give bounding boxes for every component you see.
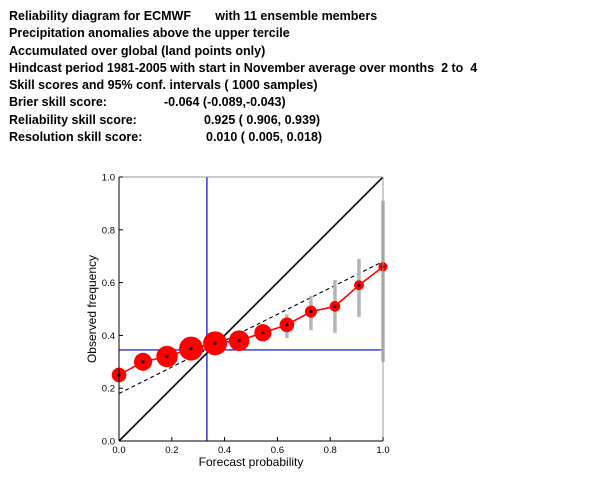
x-tick-label: 1.0 <box>376 445 389 456</box>
reliability-curve <box>111 262 388 383</box>
reliability-point-center <box>333 304 337 308</box>
title-line-4: Hindcast period 1981-2005 with start in … <box>9 60 478 75</box>
perfect-reliability-line <box>118 176 384 442</box>
brier-score-value: -0.064 (-0.089,-0.043) <box>164 95 286 110</box>
title-line-1: Reliability diagram for ECMWF with 11 en… <box>9 9 378 23</box>
reliability-point-center <box>141 360 145 364</box>
reliability-point-center <box>213 341 217 345</box>
x-axis-label: Forecast probability <box>199 455 304 469</box>
reference-lines <box>118 176 384 442</box>
reliability-point-center <box>309 310 313 314</box>
x-tick-label: 0.2 <box>165 445 178 456</box>
x-tick-label: 0.0 <box>112 445 125 456</box>
x-tick-label: 0.6 <box>271 445 284 456</box>
title-line-2: Precipitation anomalies above the upper … <box>9 26 290 41</box>
y-tick-label: 0.0 <box>102 437 115 448</box>
title-line-5: Skill scores and 95% conf. intervals ( 1… <box>9 78 318 93</box>
reliability-point-center <box>285 323 289 327</box>
reliability-point-center <box>189 347 193 351</box>
title-line-3: Accumulated over global (land points onl… <box>9 43 266 58</box>
plot-frame <box>118 176 384 442</box>
reliability-score-label: Reliability skill score: <box>9 112 137 127</box>
x-tick-label: 0.8 <box>324 445 337 456</box>
resolution-score-value: 0.010 ( 0.005, 0.018) <box>206 130 323 145</box>
y-tick-label: 0.8 <box>102 225 115 236</box>
axes: 0.0 0.2 0.4 0.6 0.8 1.0 0.0 0.2 0.4 0.6 0.8 1.0 Fore… <box>85 173 390 470</box>
y-tick-label: 0.2 <box>102 384 115 395</box>
reliability-score-row: Reliability skill score: 0.925 ( 0.906, 0… <box>9 112 477 129</box>
reliability-point-center <box>357 283 361 287</box>
reliability-point-center <box>165 355 169 359</box>
y-tick-label: 0.6 <box>102 278 115 289</box>
brier-score-row: Brier skill score: -0.064 (-0.089,-0.043) <box>9 94 477 111</box>
reliability-point-center <box>261 331 265 335</box>
resolution-score-row: Resolution skill score: 0.010 ( 0.005, 0.… <box>9 129 477 146</box>
regression-dashed-line <box>118 260 384 394</box>
reliability-point-center <box>237 339 241 343</box>
reliability-score-value: 0.925 ( 0.906, 0.939) <box>204 112 321 127</box>
brier-score-label: Brier skill score: <box>9 95 107 110</box>
resolution-score-label: Resolution skill score: <box>9 130 143 145</box>
y-axis-label: Observed frequency <box>85 255 99 363</box>
y-tick-label: 0.4 <box>102 331 115 342</box>
chart-header: Reliability diagram for ECMWF with 11 en… <box>9 8 477 146</box>
x-tick-label: 0.4 <box>218 445 231 456</box>
y-tick-label: 1.0 <box>102 173 115 184</box>
